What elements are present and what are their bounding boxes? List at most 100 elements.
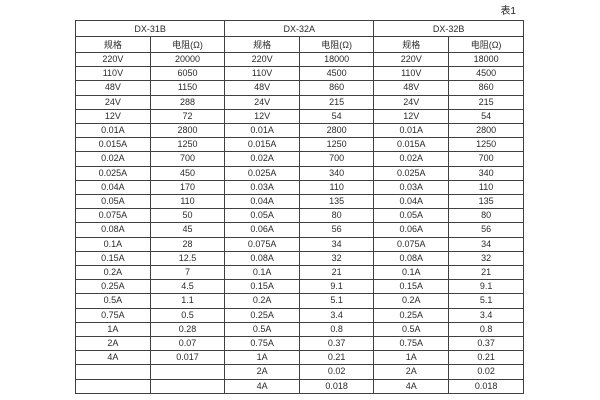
resistance-cell: 54: [448, 108, 524, 125]
spec-cell: 0.03A: [224, 179, 300, 196]
spec-cell: 12V: [75, 108, 151, 125]
resistance-cell: 135: [298, 194, 375, 210]
table-caption: 表1: [500, 6, 516, 17]
resistance-cell: 215: [448, 94, 524, 110]
spec-cell: 220V: [373, 51, 450, 68]
spec-cell: 2A: [373, 364, 450, 380]
spec-cell: 0.25A: [373, 307, 450, 323]
spec-cell: 0.05A: [75, 194, 151, 210]
spec-cell: 24V: [75, 94, 151, 110]
table-row: 110V 6050 110V 4500 110V 4500: [75, 66, 524, 82]
spec-cell: 0.08A: [75, 222, 151, 238]
resistance-cell: 54: [298, 108, 375, 125]
spec-cell: 0.04A: [75, 179, 151, 196]
table-row: 0.05A 110 0.04A 135 0.04A 135: [75, 194, 524, 210]
resistance-cell: 18000: [298, 51, 375, 68]
resistance-cell: 45: [149, 222, 226, 238]
resistance-cell: 110: [149, 194, 226, 210]
spec-cell: 0.075A: [224, 236, 300, 252]
resistance-cell: 3.4: [298, 307, 375, 323]
resistance-cell: 5.1: [298, 293, 375, 309]
spec-cell: 0.75A: [75, 307, 151, 323]
spec-cell: 0.5A: [373, 321, 450, 338]
spec-cell: 0.02A: [75, 151, 151, 167]
resistance-cell: 0.37: [448, 336, 524, 352]
spec-cell: 0.04A: [224, 194, 300, 210]
resistance-cell: 0.02: [448, 364, 524, 380]
resistance-cell: 1250: [448, 137, 524, 153]
resistance-cell: 34: [298, 236, 375, 252]
resistance-cell: 2800: [149, 123, 226, 139]
spec-cell: 0.01A: [373, 123, 450, 139]
spec-cell: 0.2A: [224, 293, 300, 309]
resistance-cell: 135: [448, 194, 524, 210]
spec-cell: 0.04A: [373, 194, 450, 210]
table-row: 0.08A 45 0.06A 56 0.06A 56: [75, 222, 524, 238]
resistance-cell: 340: [298, 165, 375, 181]
resistance-cell: 860: [298, 80, 375, 96]
spec-cell: 0.015A: [75, 137, 151, 153]
table-row: 0.5A 1.1 0.2A 5.1 0.2A 5.1: [75, 293, 524, 309]
table-row: 24V 288 24V 215 24V 215: [75, 94, 524, 110]
resistance-cell: 72: [149, 108, 226, 125]
spec-cell: 0.06A: [224, 222, 300, 238]
spec-cell: 2A: [224, 364, 300, 380]
resistance-cell: 32: [448, 250, 524, 267]
spec-cell: 0.08A: [373, 250, 450, 267]
spec-cell: 0.1A: [373, 265, 450, 281]
spec-cell: 0.06A: [373, 222, 450, 238]
resistance-cell: 21: [448, 265, 524, 281]
spec-cell: 0.2A: [75, 265, 151, 281]
resistance-cell: 110: [298, 179, 375, 196]
spec-cell: 2A: [75, 336, 151, 352]
resistance-cell: 0.28: [149, 321, 226, 338]
resistance-cell: [149, 364, 226, 380]
resistance-cell: 50: [149, 208, 226, 224]
table-row: 12V 72 12V 54 12V 54: [75, 108, 524, 125]
spec-cell: 0.015A: [224, 137, 300, 153]
spec-cell: 0.15A: [373, 279, 450, 295]
spec-cell: 0.025A: [224, 165, 300, 181]
spec-cell: 48V: [224, 80, 300, 96]
resistance-cell: 0.07: [149, 336, 226, 352]
resistance-cell: 4500: [448, 66, 524, 82]
spec-cell: 0.2A: [373, 293, 450, 309]
spec-cell: 24V: [224, 94, 300, 110]
spec-cell: 0.015A: [373, 137, 450, 153]
spec-cell: 0.01A: [224, 123, 300, 139]
resistance-cell: 170: [149, 179, 226, 196]
spec-cell: 0.25A: [224, 307, 300, 323]
spec-cell: 0.5A: [224, 321, 300, 338]
resistance-cell: 1250: [298, 137, 375, 153]
resistance-cell: 450: [149, 165, 226, 181]
resistance-cell: 1250: [149, 137, 226, 153]
resistance-cell: 110: [448, 179, 524, 196]
group-header-row: DX-31B DX-32A DX-32B: [74, 20, 524, 37]
spec-cell: 4A: [224, 378, 300, 394]
spec-cell: 1A: [373, 350, 450, 366]
spec-cell: 1A: [75, 321, 151, 338]
table-row: 0.015A 1250 0.015A 1250 0.015A 1250: [75, 137, 524, 153]
table-row: 1A 0.28 0.5A 0.8 0.5A 0.8: [75, 321, 524, 338]
resistance-cell: 0.5: [149, 307, 226, 323]
spec-cell: 110V: [75, 66, 151, 82]
resistance-cell: 80: [298, 208, 375, 224]
resistance-cell: 0.8: [298, 321, 375, 338]
sub-header-row: 规格 电阻(Ω) 规格 电阻(Ω) 规格 电阻(Ω): [75, 36, 524, 53]
resistance-cell: 340: [448, 165, 524, 181]
group-header-dx31b: DX-31B: [74, 20, 226, 37]
resistance-cell: [149, 378, 226, 394]
resistance-cell: 860: [448, 80, 524, 96]
resistance-cell: 18000: [448, 51, 524, 68]
resistance-cell: 56: [298, 222, 375, 238]
spec-cell: [75, 364, 151, 380]
resistance-cell: 700: [149, 151, 226, 167]
spec-cell: 4A: [75, 350, 151, 366]
resistance-cell: 1.1: [149, 293, 226, 309]
resistance-cell: 700: [298, 151, 375, 167]
col-header-spec: 规格: [75, 36, 151, 53]
table-row: 0.25A 4.5 0.15A 9.1 0.15A 9.1: [75, 279, 524, 295]
resistance-cell: 0.37: [298, 336, 375, 352]
resistance-cell: 0.8: [448, 321, 524, 338]
spec-cell: 0.01A: [75, 123, 151, 139]
